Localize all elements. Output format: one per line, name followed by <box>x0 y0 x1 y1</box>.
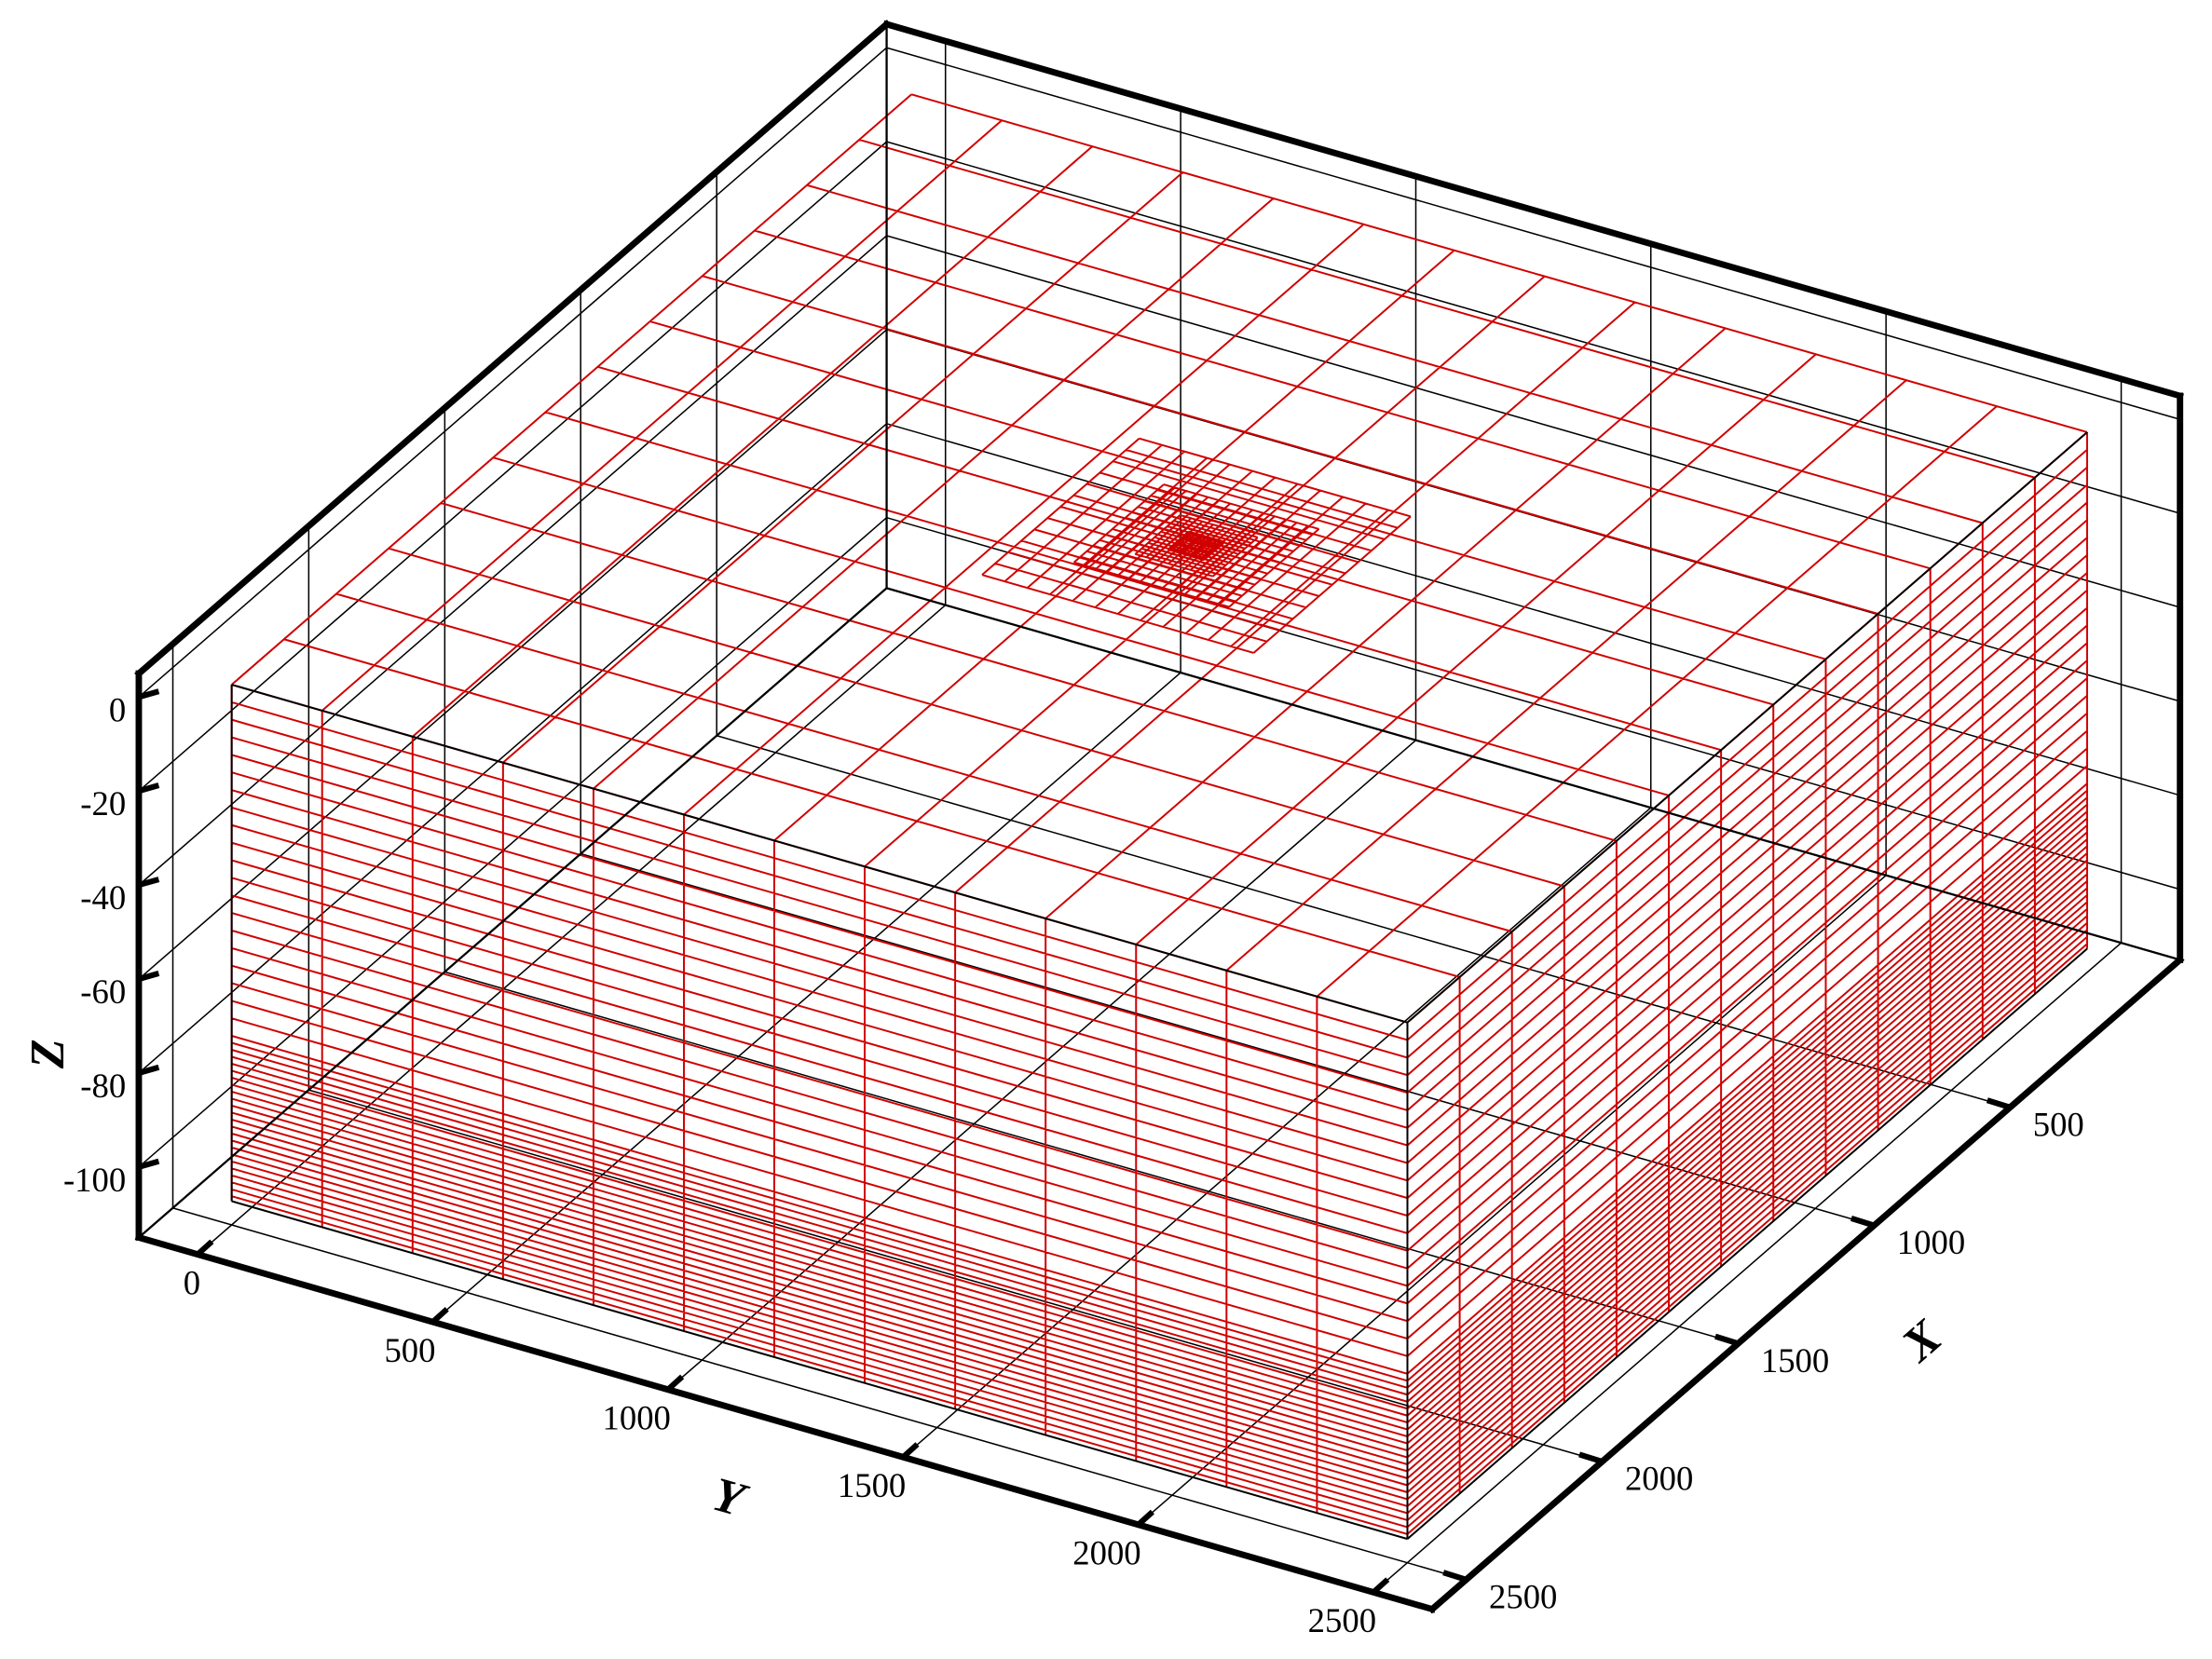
x-tick <box>1578 1451 1604 1464</box>
x-tick <box>1986 1097 2012 1110</box>
z-tick-label: -40 <box>80 878 126 917</box>
y-tick-label: 1500 <box>838 1466 906 1504</box>
x-tick-label: 1500 <box>1761 1341 1829 1380</box>
z-tick-label: -100 <box>63 1161 126 1199</box>
z-tick-label: 0 <box>109 690 126 728</box>
y-tick-label: 500 <box>384 1331 435 1369</box>
grid-line <box>138 47 2180 698</box>
z-tick-label: -60 <box>80 972 126 1011</box>
y-tick-label: 0 <box>184 1263 200 1301</box>
axes: 0 -20 -40 -60 -80 -100 0 500 1000 1500 2000 2500 500… <box>21 688 2084 1639</box>
z-tick <box>138 1064 160 1076</box>
frame-back-edge <box>138 23 2180 1239</box>
x-tick-label: 2000 <box>1625 1460 1693 1498</box>
grid-line <box>138 141 2180 792</box>
frame-edge <box>134 20 2185 1614</box>
x-tick <box>1442 1570 1468 1583</box>
z-tick <box>138 782 160 795</box>
y-tick <box>665 1374 685 1392</box>
y-tick-label: 2500 <box>1308 1601 1376 1639</box>
grid-line <box>138 423 2180 1074</box>
x-tick <box>1714 1333 1740 1347</box>
y-tick-label: 2000 <box>1072 1534 1140 1572</box>
z-tick <box>138 970 160 982</box>
grid-line <box>1372 378 2123 1593</box>
z-tick-label: -20 <box>80 784 126 823</box>
y-tick <box>1371 1577 1390 1595</box>
y-tick <box>1136 1509 1154 1528</box>
grid-line <box>138 235 2180 886</box>
x-tick-label: 500 <box>2033 1105 2084 1143</box>
y-tick <box>196 1239 214 1257</box>
y-tick <box>901 1442 920 1460</box>
z-tick-label: -80 <box>80 1067 126 1105</box>
z-tick <box>138 877 160 889</box>
y-tick <box>430 1307 449 1325</box>
z-tick <box>138 1158 160 1170</box>
mesh-outline <box>230 431 2088 1541</box>
x-tick-label: 1000 <box>1897 1223 1965 1261</box>
frame <box>134 20 2185 1614</box>
x-tick <box>1850 1216 1876 1229</box>
y-tick-label: 1000 <box>603 1399 671 1437</box>
z-axis-title: Z <box>21 1039 75 1069</box>
mesh-line <box>230 93 2089 1540</box>
z-tick <box>138 688 160 700</box>
x-tick-label: 2500 <box>1489 1577 1557 1615</box>
mesh <box>230 93 2089 1541</box>
grid-line <box>171 644 1467 1581</box>
